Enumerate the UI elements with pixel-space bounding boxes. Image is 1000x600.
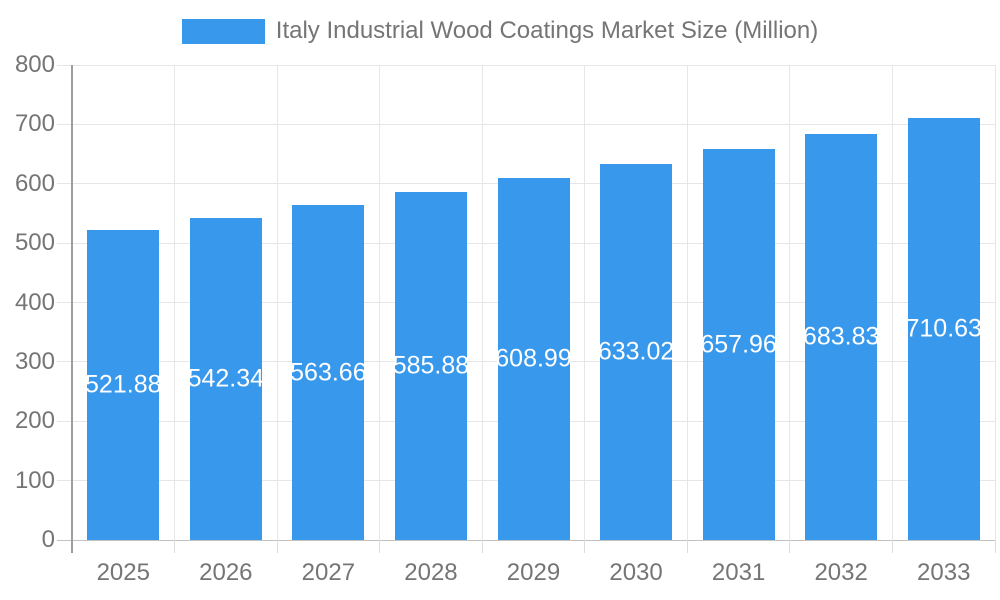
y-axis-label: 400 (14, 288, 55, 316)
bar-2028[interactable] (394, 192, 467, 540)
x-axis-tick (686, 540, 688, 553)
bar-value-label: 683.83 (802, 322, 880, 351)
gridline-y-700 (57, 123, 995, 125)
x-axis-tick (174, 540, 176, 553)
x-axis-tick (584, 540, 586, 553)
bar-2030[interactable] (600, 164, 673, 540)
x-axis-tick (789, 540, 791, 553)
bar-value-label: 521.88 (85, 370, 162, 399)
gridline-y-0 (57, 539, 995, 541)
x-axis-tick (891, 540, 893, 553)
y-axis-label: 700 (14, 110, 55, 138)
gridline-y-800 (57, 64, 995, 66)
x-axis-tick (994, 540, 996, 553)
y-axis-line (71, 65, 73, 553)
y-axis-label: 600 (14, 169, 55, 197)
x-axis-label: 2029 (506, 559, 561, 586)
y-axis-label: 300 (14, 347, 55, 375)
y-axis-label: 200 (14, 407, 55, 435)
bar-value-label: 633.02 (597, 337, 675, 366)
category-boundary-line (174, 65, 176, 540)
category-boundary-line (891, 65, 893, 540)
category-boundary-line (994, 65, 996, 540)
bar-2027[interactable] (292, 205, 365, 540)
x-axis-tick (481, 540, 483, 553)
bar-value-label: 710.63 (905, 314, 982, 343)
category-boundary-line (686, 65, 688, 540)
bar-value-label: 657.96 (700, 330, 777, 359)
x-axis-tick (379, 540, 381, 553)
x-axis-label: 2032 (814, 559, 868, 586)
category-boundary-line (789, 65, 791, 540)
legend-swatch (181, 18, 265, 44)
x-axis-label: 2033 (917, 559, 971, 586)
x-axis-label: 2031 (711, 559, 766, 586)
bar-2025[interactable] (87, 230, 160, 540)
legend-label: Italy Industrial Wood Coatings Market Si… (275, 17, 819, 44)
x-axis-label: 2028 (404, 559, 458, 586)
x-axis-tick (276, 540, 278, 553)
legend: Italy Industrial Wood Coatings Market Si… (0, 12, 1000, 50)
y-axis-label: 800 (14, 51, 55, 78)
bar-2033[interactable] (907, 118, 980, 540)
x-axis-label: 2025 (96, 559, 150, 586)
bar-value-label: 563.66 (290, 358, 367, 387)
bar-2032[interactable] (805, 133, 878, 540)
bar-value-label: 608.99 (495, 344, 572, 373)
category-boundary-line (379, 65, 381, 540)
bar-2026[interactable] (189, 217, 262, 540)
y-axis-label: 500 (14, 229, 55, 257)
bar-2029[interactable] (497, 178, 570, 540)
category-boundary-line (584, 65, 586, 540)
bar-2031[interactable] (702, 149, 775, 540)
y-axis-label: 100 (14, 466, 55, 494)
x-axis-label: 2026 (199, 559, 253, 586)
category-boundary-line (481, 65, 483, 540)
x-axis-label: 2027 (301, 559, 356, 586)
x-axis-label: 2030 (609, 559, 663, 586)
bar-value-label: 542.34 (187, 364, 265, 393)
category-boundary-line (276, 65, 278, 540)
y-axis-label: 0 (41, 526, 55, 553)
bar-value-label: 585.88 (392, 351, 470, 380)
